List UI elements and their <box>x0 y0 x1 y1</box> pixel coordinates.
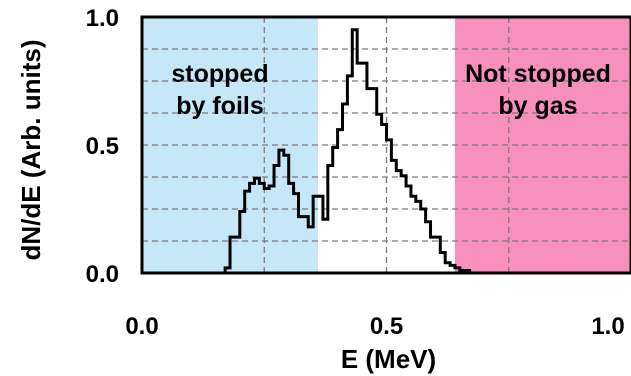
x-tick-labels: 0.0 0.5 1.0 <box>125 313 624 340</box>
x-tick-label: 1.0 <box>591 313 624 340</box>
x-tick-label: 0.0 <box>125 313 158 340</box>
region-band-0 <box>142 17 319 273</box>
region-label-line: Not stopped <box>465 60 611 88</box>
region-label-1: Not stopped by gas <box>465 60 611 120</box>
series-lines <box>220 28 485 275</box>
y-tick-label: 0.0 <box>86 261 119 288</box>
x-axis-label: E (MeV) <box>341 344 436 374</box>
region-labels: stopped by foils Not stopped by gas <box>171 60 611 120</box>
y-tick-label: 0.5 <box>86 133 119 160</box>
region-label-line: stopped <box>171 60 268 88</box>
region-label-line: by gas <box>498 92 577 120</box>
region-label-line: by foils <box>176 92 264 120</box>
grid-lines <box>142 17 631 273</box>
series-line-0 <box>220 28 485 275</box>
y-tick-labels: 0.0 0.5 1.0 <box>86 5 119 288</box>
y-tick-label: 1.0 <box>86 5 119 32</box>
x-tick-label: 0.5 <box>370 313 403 340</box>
region-label-0: stopped by foils <box>171 60 268 120</box>
plot-frame <box>140 15 631 275</box>
y-axis-label: dN/dE (Arb. units) <box>16 40 46 261</box>
